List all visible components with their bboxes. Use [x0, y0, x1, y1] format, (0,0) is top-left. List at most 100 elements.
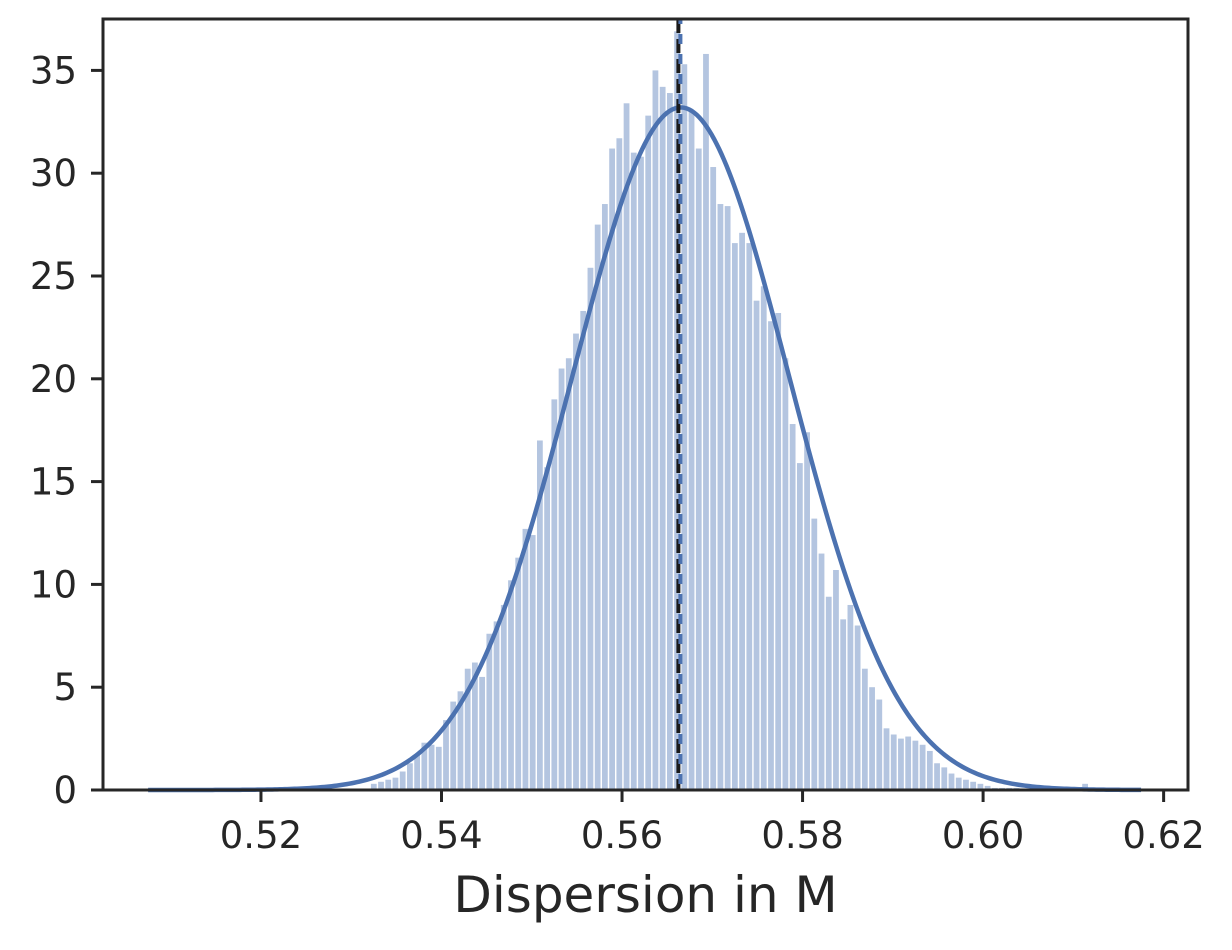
histogram-bar [414, 755, 421, 790]
histogram-bar [811, 518, 818, 790]
histogram-bar [833, 570, 839, 790]
histogram-bar [753, 300, 760, 790]
y-tick-label: 0 [53, 769, 77, 812]
histogram-bar [623, 103, 630, 791]
histogram-bar [717, 204, 724, 791]
histogram-bar [370, 783, 377, 790]
histogram-bar [659, 86, 666, 791]
kde-curve [148, 105, 1142, 793]
histogram-bar [378, 781, 384, 790]
histogram-bar [544, 467, 550, 790]
histogram-bar [934, 763, 940, 790]
histogram-bar [609, 148, 615, 790]
histogram-bar [941, 767, 948, 790]
histogram-bar [399, 771, 406, 790]
histogram-bar [573, 333, 579, 790]
histogram-bar [638, 156, 644, 790]
histogram-bar [457, 691, 464, 790]
histogram-bar [407, 763, 413, 790]
histogram-bar [537, 440, 543, 790]
histogram-bars [370, 31, 1088, 791]
histogram-bar [963, 779, 969, 790]
histogram-bar [515, 557, 522, 790]
x-tick-label: 0.58 [761, 814, 843, 857]
histogram-bar [630, 152, 637, 790]
histogram-bar [789, 424, 796, 790]
histogram-bar [587, 267, 594, 790]
histogram-bar [796, 463, 803, 790]
histogram-bar [493, 621, 500, 790]
histogram-bar [710, 167, 717, 790]
histogram-bar [876, 699, 883, 790]
histogram-bar [926, 750, 933, 790]
histogram-bar [464, 668, 471, 790]
histogram-bar [558, 368, 565, 790]
histogram-bar [898, 738, 904, 790]
histogram-bar [703, 53, 709, 790]
histogram-bar [486, 633, 493, 790]
histogram-bar [905, 736, 912, 790]
histogram-bar [840, 619, 847, 790]
histogram-bar [760, 286, 767, 790]
histogram-bar [768, 321, 774, 790]
histogram-bar [883, 728, 890, 790]
reference-lines [676, 19, 683, 790]
histogram-bar [616, 138, 623, 790]
histogram-bar [695, 148, 702, 790]
histogram-bar [825, 596, 832, 790]
histogram-bar [450, 701, 457, 790]
histogram-bar [385, 779, 392, 790]
histogram-bar [529, 535, 536, 790]
histogram-bar [731, 243, 738, 791]
histogram-bar [601, 204, 608, 791]
histogram-bar [500, 604, 507, 790]
histogram-bar [775, 313, 782, 790]
histogram-bar [421, 742, 428, 790]
histogram-bar [681, 64, 688, 791]
histogram-bar [428, 744, 435, 790]
histogram-bar [955, 777, 962, 790]
x-tick-label: 0.54 [400, 814, 482, 857]
histogram-bar [847, 604, 854, 790]
histogram-bar [688, 111, 695, 790]
histogram-bar [565, 358, 572, 790]
histogram-bar [919, 744, 926, 790]
histogram-bar [804, 432, 810, 790]
x-tick-label: 0.60 [942, 814, 1024, 857]
x-tick-label: 0.56 [581, 814, 663, 857]
histogram-bar [861, 668, 868, 790]
y-tick-label: 35 [30, 49, 77, 92]
y-tick-label: 5 [53, 666, 77, 709]
histogram-bar [984, 785, 991, 790]
histogram-bar [724, 206, 731, 791]
histogram-bar [435, 746, 442, 790]
histogram-bar [948, 773, 955, 790]
y-tick-label: 20 [30, 358, 77, 401]
x-tick-label: 0.62 [1122, 814, 1204, 857]
histogram-bar [666, 93, 673, 790]
histogram-bar [472, 662, 478, 790]
histogram-bar [869, 687, 875, 790]
x-axis-label: Dispersion in M [453, 866, 837, 924]
histogram-bar [392, 777, 399, 790]
x-tick-label: 0.52 [220, 814, 302, 857]
histogram-bar [912, 740, 919, 790]
y-tick-label: 10 [30, 563, 77, 606]
histogram-bar [854, 625, 861, 790]
histogram-bar [890, 734, 897, 790]
histogram-bar [970, 781, 977, 790]
histogram-bar [508, 580, 514, 790]
y-tick-label: 25 [30, 255, 77, 298]
y-tick-label: 15 [30, 461, 77, 504]
histogram-bar [594, 224, 601, 791]
histogram-bar [652, 70, 659, 790]
histogram-bar [580, 310, 587, 790]
plot-frame [101, 17, 1190, 792]
histogram-bar [479, 676, 486, 790]
histogram-bar [818, 553, 825, 790]
histogram-bar [746, 243, 753, 791]
histogram-bar [1082, 783, 1088, 790]
histogram-bar [739, 232, 745, 790]
histogram-bar [977, 783, 984, 790]
